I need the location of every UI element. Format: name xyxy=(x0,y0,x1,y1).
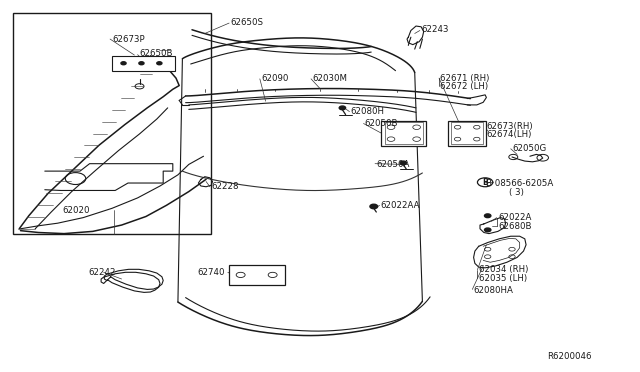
Bar xyxy=(385,122,423,144)
Circle shape xyxy=(157,62,162,65)
Text: 62243: 62243 xyxy=(421,25,449,34)
Circle shape xyxy=(400,161,406,165)
Bar xyxy=(112,56,175,71)
Text: 62673P: 62673P xyxy=(112,35,145,44)
Text: 62080H: 62080H xyxy=(351,107,385,116)
Text: 62650B: 62650B xyxy=(140,49,173,58)
Text: 62020: 62020 xyxy=(63,206,90,215)
Text: 62050A: 62050A xyxy=(376,160,410,169)
Text: ( 3): ( 3) xyxy=(509,188,524,197)
Text: 62673(RH): 62673(RH) xyxy=(486,122,533,131)
Bar xyxy=(448,121,486,146)
Text: 62680B: 62680B xyxy=(498,222,531,231)
Text: 62671 (RH): 62671 (RH) xyxy=(440,74,490,83)
Text: 62080HA: 62080HA xyxy=(474,286,513,295)
Bar xyxy=(381,121,426,146)
Text: 62228: 62228 xyxy=(211,182,239,191)
Text: 62022A: 62022A xyxy=(498,213,531,222)
Bar xyxy=(229,265,285,285)
Bar xyxy=(13,13,211,234)
Circle shape xyxy=(370,204,378,209)
Text: B: B xyxy=(483,178,488,187)
Circle shape xyxy=(121,62,126,65)
Text: 62740: 62740 xyxy=(197,268,225,277)
Text: 62034 (RH): 62034 (RH) xyxy=(479,265,528,274)
Bar xyxy=(451,122,483,144)
Circle shape xyxy=(484,228,491,232)
Text: 62050B: 62050B xyxy=(365,119,398,128)
Text: 62650S: 62650S xyxy=(230,18,264,27)
Circle shape xyxy=(484,214,491,218)
Text: 62674(LH): 62674(LH) xyxy=(486,130,532,139)
Text: 62030M: 62030M xyxy=(312,74,348,83)
Text: R6200046: R6200046 xyxy=(547,352,592,361)
Circle shape xyxy=(139,62,144,65)
Text: B 08566-6205A: B 08566-6205A xyxy=(486,179,554,187)
Text: 62022AA: 62022AA xyxy=(381,201,420,210)
Text: 62672 (LH): 62672 (LH) xyxy=(440,82,488,91)
Text: 62035 (LH): 62035 (LH) xyxy=(479,274,527,283)
Text: 62050G: 62050G xyxy=(512,144,547,153)
Text: 62090: 62090 xyxy=(261,74,289,83)
Text: 62242: 62242 xyxy=(88,268,116,277)
Circle shape xyxy=(339,106,346,110)
